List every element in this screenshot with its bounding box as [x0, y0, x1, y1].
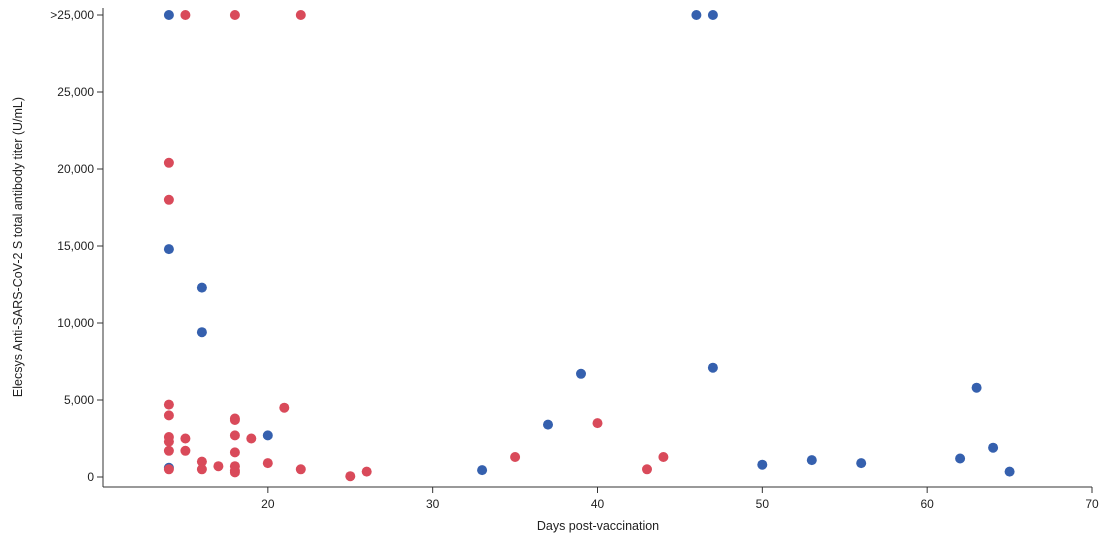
data-point-red — [163, 399, 174, 410]
data-point-blue — [196, 327, 207, 338]
data-point-red — [180, 445, 191, 456]
data-point-red — [163, 410, 174, 421]
data-point-red — [229, 10, 240, 20]
data-point-red — [345, 471, 356, 482]
data-point-red — [361, 466, 372, 477]
data-point-red — [196, 456, 207, 467]
x-axis-ticks: 20 30 40 50 60 70 — [261, 487, 1099, 511]
data-point-blue — [806, 455, 817, 466]
data-point-blue — [1004, 466, 1015, 477]
data-point-blue — [543, 419, 553, 430]
data-point-red — [229, 430, 240, 441]
data-point-red — [163, 194, 174, 205]
y-tick-label: >25,000 — [50, 8, 94, 22]
data-point-red — [163, 436, 174, 447]
data-point-red — [196, 464, 207, 475]
y-tick-label: 25,000 — [57, 85, 94, 99]
data-point-red — [163, 445, 174, 456]
data-point-blue — [757, 459, 768, 470]
x-tick-label: 70 — [1085, 497, 1099, 511]
data-point-red — [658, 452, 669, 462]
data-point-blue — [576, 368, 586, 379]
data-points — [163, 10, 1015, 482]
data-point-red — [229, 415, 240, 425]
data-point-blue — [707, 10, 718, 20]
data-point-blue — [196, 282, 207, 293]
y-tick-label: 5,000 — [64, 393, 94, 407]
data-point-red — [180, 433, 191, 444]
data-point-red — [510, 452, 521, 462]
data-point-red — [279, 402, 290, 413]
y-axis-ticks: 0 5,000 10,000 15,000 20,000 25,000 >25,000 — [50, 8, 103, 484]
data-point-blue — [262, 430, 273, 441]
y-tick-label: 15,000 — [57, 239, 94, 253]
data-point-red — [163, 157, 174, 168]
data-point-blue — [691, 10, 702, 20]
data-point-blue — [477, 465, 488, 476]
data-point-red — [592, 418, 603, 429]
data-point-red — [229, 467, 240, 478]
y-tick-label: 10,000 — [57, 316, 94, 330]
data-point-red — [246, 433, 257, 444]
data-point-red — [180, 10, 191, 20]
data-point-red — [229, 447, 240, 458]
data-point-red — [213, 461, 224, 472]
data-point-blue — [856, 458, 867, 469]
data-point-red — [642, 464, 652, 475]
data-point-blue — [988, 442, 999, 453]
x-tick-label: 60 — [920, 497, 934, 511]
y-tick-label: 0 — [87, 470, 94, 484]
data-point-red — [163, 464, 174, 475]
data-point-red — [295, 464, 306, 475]
x-tick-label: 40 — [591, 497, 605, 511]
x-tick-label: 50 — [756, 497, 770, 511]
x-tick-label: 30 — [426, 497, 440, 511]
data-point-blue — [971, 382, 982, 393]
x-tick-label: 20 — [261, 497, 275, 511]
data-point-red — [262, 458, 273, 469]
x-axis-title: Days post-vaccination — [537, 519, 659, 533]
data-point-red — [295, 10, 306, 20]
data-point-blue — [163, 244, 174, 255]
data-point-blue — [707, 362, 718, 373]
y-tick-label: 20,000 — [57, 162, 94, 176]
y-axis-title: Elecsys Anti-SARS-CoV-2 S total antibody… — [11, 97, 25, 397]
data-point-blue — [163, 10, 174, 20]
data-point-blue — [955, 453, 966, 464]
